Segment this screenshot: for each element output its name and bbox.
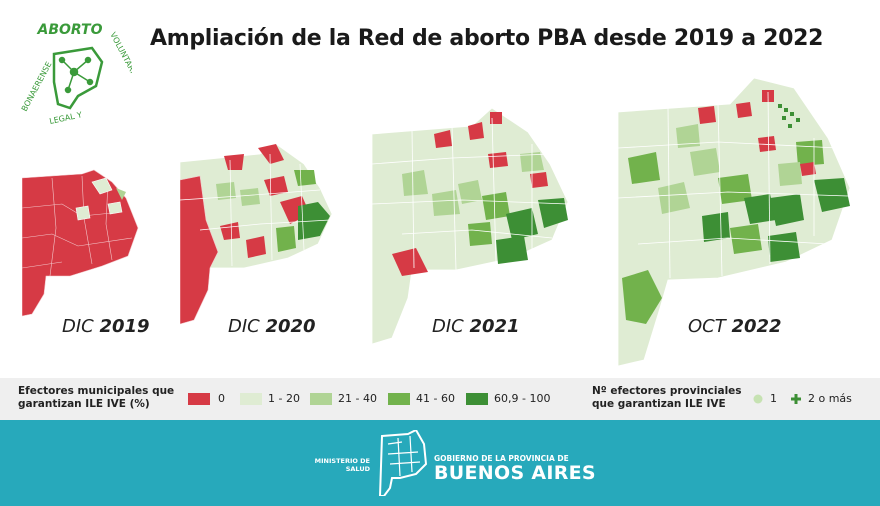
legend-swatch-1-20 [240, 393, 262, 405]
legend-swatch-60-100 [466, 393, 488, 405]
legend-swatch-0 [188, 393, 210, 405]
map-label-2021: DIC 2021 [432, 316, 520, 337]
legend-swatch-41-60 [388, 393, 410, 405]
province-outline-icon [52, 46, 104, 110]
map-label-2020: DIC 2020 [228, 316, 316, 337]
logo-top-word: ABORTO [36, 22, 102, 38]
map-label-2019: DIC 2019 [62, 316, 150, 337]
government-line: GOBIERNO DE LA PROVINCIA DE [434, 454, 569, 463]
legend-label-41-60: 41 - 60 [416, 392, 455, 405]
logo-ring-bottom: LEGAL Y [49, 110, 83, 126]
provincial-one-dot-icon [753, 394, 763, 404]
legend-provincial-one: 1 [770, 392, 777, 405]
ministry-name: MINISTERIO DE SALUD [314, 457, 370, 473]
province-name: BUENOS AIRES [434, 462, 596, 484]
page-title: Ampliación de la Red de aborto PBA desde… [150, 26, 824, 51]
legend-label-0: 0 [218, 392, 225, 405]
map-2022 [618, 77, 851, 367]
legend-swatch-21-40 [310, 393, 332, 405]
legend-provincial-many: 2 o más [808, 392, 852, 405]
map-2021 [372, 107, 569, 345]
footer-banner: MINISTERIO DE SALUD GOBIERNO DE LA PROVI… [0, 420, 880, 506]
legend-label-1-20: 1 - 20 [268, 392, 300, 405]
map-2020 [180, 143, 333, 325]
map-2019 [22, 169, 139, 317]
legend-provincial-title: Nº efectores provinciales que garantizan… [592, 385, 742, 410]
legend-label-60-100: 60,9 - 100 [494, 392, 551, 405]
legend-bar: Efectores municipales que garantizan ILE… [0, 378, 880, 420]
logo-ring-left: BONAERENSE [20, 60, 54, 113]
province-emblem-icon [378, 430, 428, 496]
legend-label-21-40: 21 - 40 [338, 392, 377, 405]
provincial-plus-icon [791, 394, 801, 404]
aborto-logo: ABORTO BONAERENSE VOLUNTARIO LEGAL Y [15, 15, 132, 129]
map-label-2022: OCT 2022 [688, 316, 782, 337]
legend-municipal-title: Efectores municipales que garantizan ILE… [18, 385, 175, 410]
provincial-marker-cluster [778, 104, 800, 128]
